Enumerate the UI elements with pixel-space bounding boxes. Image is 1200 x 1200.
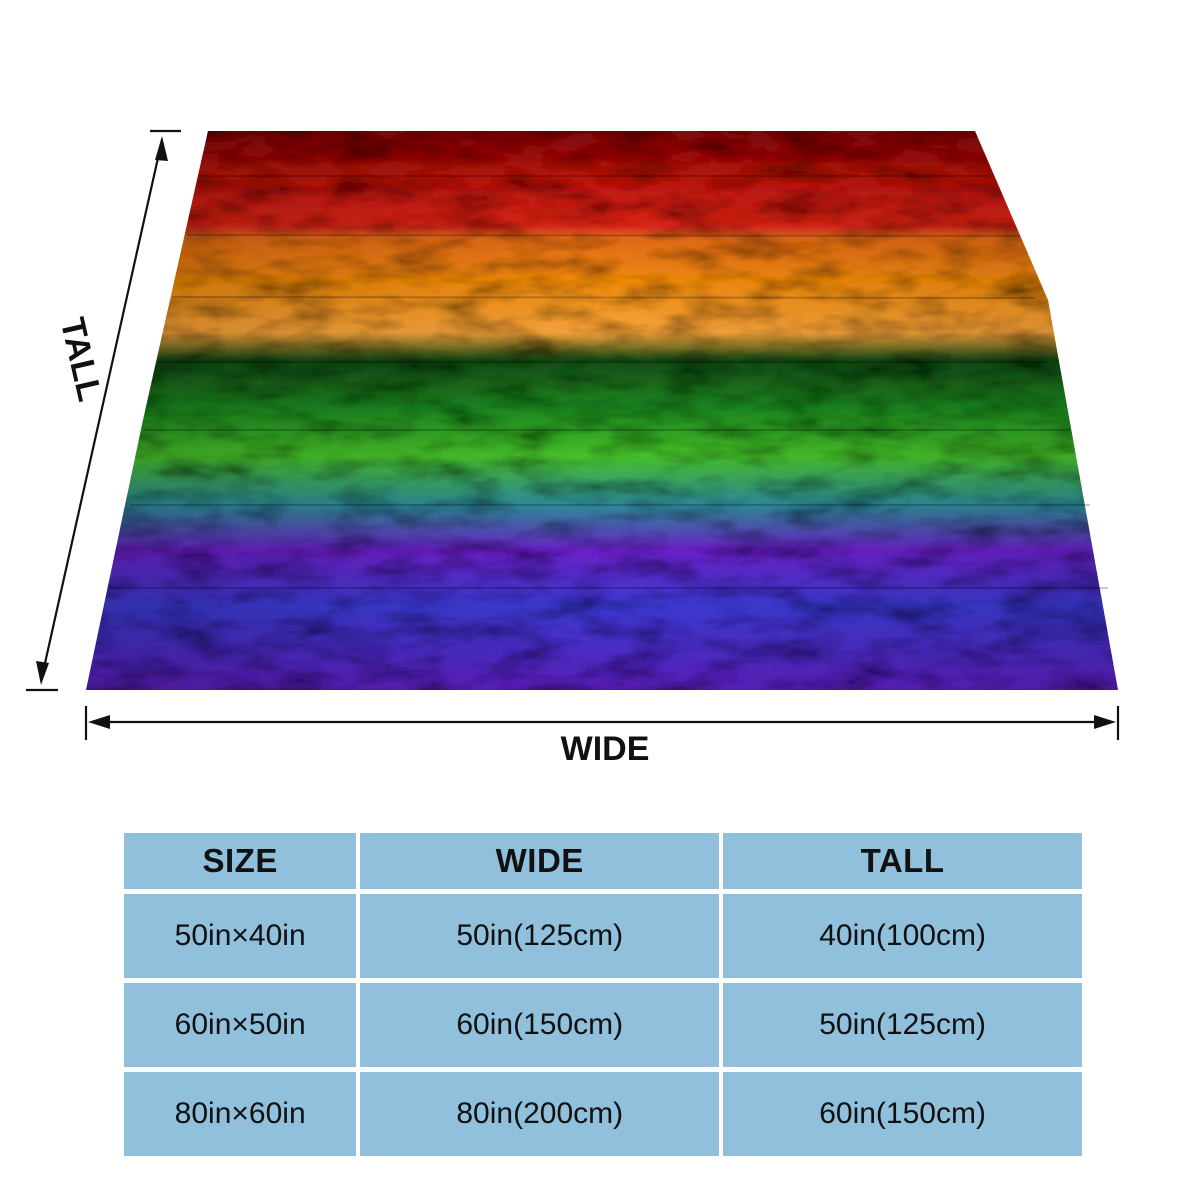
blanket-illustration: TALL WIDE bbox=[26, 129, 1120, 768]
size-cell: 50in×40in bbox=[124, 894, 357, 978]
header-tall: TALL bbox=[723, 833, 1082, 889]
size-table: SIZE WIDE TALL 50in×40in 50in(125cm) 40i… bbox=[120, 828, 1086, 1161]
table-row: 60in×50in 60in(150cm) 50in(125cm) bbox=[124, 983, 1082, 1067]
header-wide: WIDE bbox=[360, 833, 720, 889]
tall-cell: 50in(125cm) bbox=[723, 983, 1082, 1067]
size-cell: 60in×50in bbox=[124, 983, 357, 1067]
tall-dimension-arrow bbox=[26, 129, 181, 692]
wide-label: WIDE bbox=[561, 730, 650, 768]
wide-cell: 80in(200cm) bbox=[360, 1072, 720, 1156]
tall-cell: 40in(100cm) bbox=[723, 894, 1082, 978]
header-size: SIZE bbox=[124, 833, 357, 889]
table-row: 50in×40in 50in(125cm) 40in(100cm) bbox=[124, 894, 1082, 978]
tall-label: TALL bbox=[53, 314, 109, 405]
table-row: 80in×60in 80in(200cm) 60in(150cm) bbox=[124, 1072, 1082, 1156]
size-cell: 80in×60in bbox=[124, 1072, 357, 1156]
tall-cell: 60in(150cm) bbox=[723, 1072, 1082, 1156]
wide-cell: 60in(150cm) bbox=[360, 983, 720, 1067]
blanket bbox=[86, 131, 1118, 690]
size-table-header: SIZE WIDE TALL bbox=[124, 833, 1082, 889]
wide-dimension-arrow bbox=[84, 706, 1120, 740]
wide-cell: 50in(125cm) bbox=[360, 894, 720, 978]
